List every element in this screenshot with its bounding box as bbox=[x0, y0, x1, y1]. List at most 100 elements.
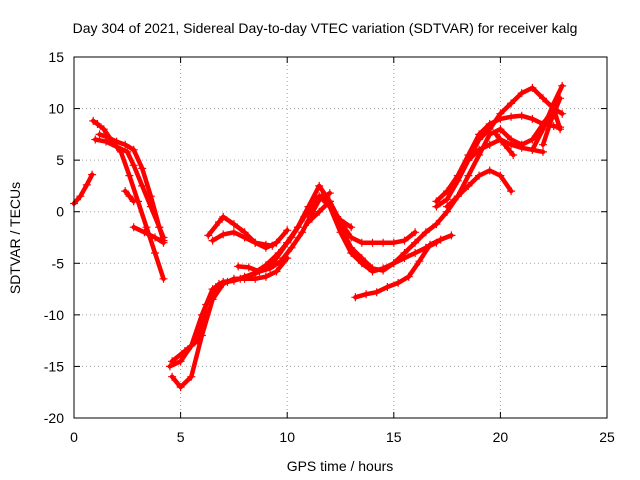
data-point bbox=[165, 362, 174, 371]
series-line bbox=[131, 224, 166, 245]
data-point bbox=[389, 238, 398, 247]
data-point bbox=[485, 125, 494, 134]
data-point bbox=[368, 238, 377, 247]
data-point bbox=[129, 197, 138, 206]
data-point bbox=[475, 145, 484, 154]
data-point bbox=[421, 228, 430, 237]
data-point bbox=[121, 140, 130, 149]
data-point bbox=[496, 171, 505, 180]
data-point bbox=[125, 192, 134, 201]
data-point bbox=[492, 130, 501, 139]
ticks: 0 5 10 15 20 25 -20 -15 -10 -5 0 5 10 15 bbox=[44, 49, 615, 445]
y-tick-label: -5 bbox=[52, 255, 65, 271]
data-point bbox=[151, 233, 159, 242]
data-point bbox=[362, 290, 371, 299]
series-layer bbox=[70, 81, 567, 392]
data-point bbox=[261, 272, 270, 281]
data-point bbox=[91, 135, 100, 144]
data-point bbox=[208, 236, 217, 245]
x-tick-label: 5 bbox=[177, 429, 185, 445]
data-point bbox=[436, 235, 445, 244]
data-point bbox=[325, 197, 334, 206]
series-line bbox=[93, 137, 166, 240]
data-point bbox=[176, 357, 185, 366]
data-point bbox=[496, 109, 505, 118]
data-point bbox=[168, 372, 177, 381]
data-point bbox=[379, 238, 388, 247]
data-point bbox=[528, 83, 537, 92]
y-tick-label: 0 bbox=[56, 204, 64, 220]
x-axis-title: GPS time / hours bbox=[287, 458, 394, 474]
data-point bbox=[140, 228, 149, 237]
data-point bbox=[507, 99, 516, 108]
data-point bbox=[447, 231, 456, 240]
y-tick-label: -20 bbox=[44, 410, 64, 426]
x-tick-label: 25 bbox=[599, 429, 615, 445]
data-point bbox=[123, 147, 132, 156]
data-point bbox=[287, 243, 296, 252]
series-arc-11 bbox=[208, 228, 277, 250]
series-line bbox=[284, 106, 563, 273]
data-point bbox=[415, 257, 424, 266]
data-point bbox=[229, 228, 238, 237]
data-point bbox=[121, 187, 130, 196]
series-line bbox=[306, 199, 418, 245]
data-point bbox=[558, 109, 567, 118]
data-point bbox=[223, 277, 232, 286]
data-point bbox=[539, 125, 547, 134]
data-point bbox=[274, 249, 283, 257]
series-arc-5 bbox=[121, 187, 138, 206]
data-point bbox=[528, 145, 537, 154]
data-point bbox=[155, 223, 164, 232]
data-point bbox=[204, 231, 213, 240]
data-point bbox=[475, 135, 484, 144]
series-line bbox=[235, 193, 439, 274]
series-line bbox=[530, 83, 565, 153]
data-point bbox=[283, 238, 292, 247]
data-point bbox=[76, 192, 85, 201]
y-tick-label: -15 bbox=[44, 358, 64, 374]
data-point bbox=[236, 274, 245, 283]
data-point bbox=[219, 230, 228, 239]
data-point bbox=[129, 161, 138, 170]
data-point bbox=[347, 223, 356, 232]
data-point bbox=[475, 171, 484, 180]
data-point bbox=[261, 240, 270, 249]
data-point bbox=[556, 94, 565, 103]
data-point bbox=[138, 181, 147, 190]
data-point bbox=[372, 288, 381, 297]
x-tick-label: 10 bbox=[279, 429, 295, 445]
plot-frame bbox=[73, 56, 608, 419]
y-tick-label: 5 bbox=[56, 152, 64, 168]
data-point bbox=[558, 81, 567, 90]
data-point bbox=[176, 383, 185, 392]
data-point bbox=[547, 114, 556, 123]
data-point bbox=[411, 249, 420, 257]
data-point bbox=[507, 112, 516, 121]
data-point bbox=[89, 116, 98, 125]
data-point bbox=[187, 372, 196, 381]
data-point bbox=[357, 254, 366, 263]
data-point bbox=[394, 278, 403, 287]
data-point bbox=[159, 274, 168, 283]
data-point bbox=[272, 267, 281, 276]
data-point bbox=[251, 238, 260, 247]
data-point bbox=[159, 238, 168, 247]
data-point bbox=[229, 220, 238, 229]
data-point bbox=[336, 218, 345, 226]
data-point bbox=[464, 156, 473, 165]
data-point bbox=[146, 192, 155, 201]
data-point bbox=[99, 125, 108, 134]
data-point bbox=[129, 223, 138, 232]
data-point bbox=[464, 181, 473, 190]
data-point bbox=[507, 187, 516, 196]
data-point bbox=[400, 236, 409, 245]
data-point bbox=[517, 143, 526, 152]
series-arc-17 bbox=[432, 83, 567, 211]
data-point bbox=[142, 223, 151, 232]
data-point bbox=[528, 135, 537, 144]
data-point bbox=[411, 238, 420, 247]
x-tick-label: 15 bbox=[386, 429, 402, 445]
data-point bbox=[368, 264, 377, 273]
